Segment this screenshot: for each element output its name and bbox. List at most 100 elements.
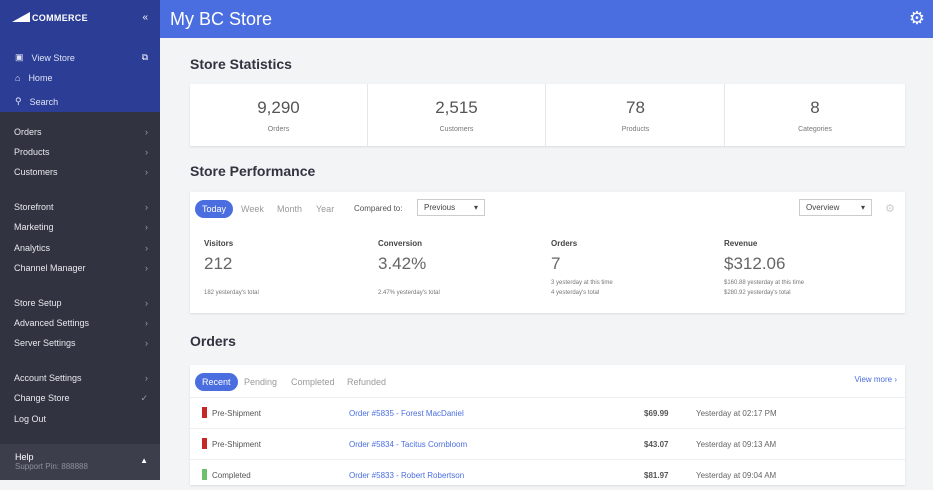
tab-year[interactable]: Year xyxy=(316,204,335,214)
tab-refunded[interactable]: Refunded xyxy=(347,377,387,387)
chevron-right-icon: › xyxy=(145,222,148,232)
tab-today[interactable]: Today xyxy=(195,200,234,218)
check-icon: ✓ xyxy=(140,393,148,403)
collapse-sidebar-icon[interactable]: « xyxy=(142,12,148,23)
chevron-right-icon: › xyxy=(145,202,148,212)
order-status: Pre-Shipment xyxy=(212,440,261,449)
stat-orders: 9,290 Orders xyxy=(190,84,368,146)
sidebar-item-server-settings[interactable]: Server Settings › xyxy=(14,338,148,348)
stat-customers: 2,515 Customers xyxy=(368,84,546,146)
order-amount: $43.07 xyxy=(644,440,669,449)
stat-label: Products xyxy=(621,126,650,133)
metric-value: $312.06 xyxy=(724,254,786,273)
metric-label: Orders xyxy=(551,239,578,248)
sidebar-item-account-settings[interactable]: Account Settings › xyxy=(14,373,148,383)
view-select[interactable]: Overview ▾ xyxy=(799,199,872,216)
store-statistics-card: 9,290 Orders 2,515 Customers 78 Products 8 C… xyxy=(190,84,905,146)
sidebar-item-log-out[interactable]: Log Out xyxy=(14,414,148,424)
compared-to-select[interactable]: Previous ▾ xyxy=(417,199,485,216)
store-performance-card: Today Week Month Year Compared to: Previ… xyxy=(190,192,905,313)
sidebar-top: COMMERCE « ▣ View Store ⧉ ⌂ Home ⚲ Search xyxy=(0,0,160,112)
sidebar-item-products[interactable]: Products › xyxy=(14,147,148,157)
nav-label: Orders xyxy=(14,127,42,137)
home-link[interactable]: ⌂ Home xyxy=(15,73,52,83)
chevron-right-icon: › xyxy=(145,373,148,383)
nav-label: Storefront xyxy=(14,202,54,212)
chevron-right-icon: › xyxy=(145,147,148,157)
stat-label: Customers xyxy=(439,126,474,133)
nav-label: Advanced Settings xyxy=(14,318,90,328)
order-status: Completed xyxy=(212,471,251,480)
view-more-link[interactable]: View more › xyxy=(854,375,897,384)
sidebar-item-advanced-settings[interactable]: Advanced Settings › xyxy=(14,318,148,328)
order-amount: $81.97 xyxy=(644,471,669,480)
view-store-link[interactable]: ▣ View Store xyxy=(15,52,75,63)
chevron-right-icon: › xyxy=(145,167,148,177)
help-section[interactable]: Help Support Pin: 888888 ▲ xyxy=(0,444,160,480)
metric-conversion: Conversion 3.42% 2.47% yesterday's total xyxy=(378,239,440,298)
metric-label: Conversion xyxy=(378,239,423,248)
sidebar-item-channel-manager[interactable]: Channel Manager › xyxy=(14,263,148,273)
tab-pending[interactable]: Pending xyxy=(244,377,278,387)
order-link[interactable]: Order #5834 - Tacitus Cornbloom xyxy=(349,440,468,449)
order-link[interactable]: Order #5835 - Forest MacDaniel xyxy=(349,409,464,418)
metric-sub: 3 yesterday at this time xyxy=(551,280,613,286)
order-date: Yesterday at 02:17 PM xyxy=(696,409,777,418)
settings-gear-icon[interactable]: ⚙ xyxy=(885,203,895,215)
orders-heading: Orders xyxy=(190,333,236,349)
search-link[interactable]: ⚲ Search xyxy=(15,96,58,107)
table-row: Pre-Shipment Order #5835 - Forest MacDan… xyxy=(190,397,905,428)
table-row: Pre-Shipment Order #5834 - Tacitus Cornb… xyxy=(190,428,905,459)
stat-label: Orders xyxy=(267,126,290,133)
tab-completed[interactable]: Completed xyxy=(291,377,335,387)
sidebar-item-store-setup[interactable]: Store Setup › xyxy=(14,298,148,308)
header: My BC Store ⚙ xyxy=(160,0,933,38)
chevron-right-icon: › xyxy=(145,318,148,328)
stat-products: 78 Products xyxy=(547,84,725,146)
bigcommerce-logo[interactable]: COMMERCE xyxy=(12,12,88,23)
table-row: Completed Order #5833 - Robert Robertson… xyxy=(190,459,905,490)
sidebar-item-storefront[interactable]: Storefront › xyxy=(14,202,148,212)
home-icon: ⌂ xyxy=(15,73,21,83)
stat-value: 8 xyxy=(810,98,820,117)
nav-label: Customers xyxy=(14,167,58,177)
metric-label: Revenue xyxy=(724,239,758,248)
tab-recent[interactable]: Recent xyxy=(195,373,238,391)
store-statistics-heading: Store Statistics xyxy=(190,56,292,72)
order-date: Yesterday at 09:13 AM xyxy=(696,440,777,449)
stat-categories: 8 Categories xyxy=(726,84,904,146)
home-label: Home xyxy=(28,73,53,83)
chevron-right-icon: › xyxy=(145,263,148,273)
metric-label: Visitors xyxy=(204,239,234,248)
nav-label: Marketing xyxy=(14,222,54,232)
store-title: My BC Store xyxy=(170,9,273,29)
stat-value: 2,515 xyxy=(435,98,478,117)
order-link[interactable]: Order #5833 - Robert Robertson xyxy=(349,471,465,480)
metric-value: 3.42% xyxy=(378,254,427,273)
metric-sub: 182 yesterday's total xyxy=(204,290,259,296)
chevron-right-icon: › xyxy=(145,127,148,137)
order-amount: $69.99 xyxy=(644,409,669,418)
order-status: Pre-Shipment xyxy=(212,409,261,418)
gear-icon[interactable]: ⚙ xyxy=(908,8,925,28)
nav-label: Server Settings xyxy=(14,338,76,348)
sidebar-item-analytics[interactable]: Analytics › xyxy=(14,243,148,253)
external-link-icon[interactable]: ⧉ xyxy=(141,52,148,62)
search-label: Search xyxy=(29,96,59,107)
view-store-label: View Store xyxy=(31,52,75,63)
orders-card: Recent Pending Completed Refunded View m… xyxy=(190,365,905,485)
sidebar-item-change-store[interactable]: Change Store ✓ xyxy=(14,393,148,404)
sidebar-item-customers[interactable]: Customers › xyxy=(14,167,148,177)
compared-to-label: Compared to: xyxy=(354,204,403,213)
metric-value: 212 xyxy=(204,254,233,273)
tab-month[interactable]: Month xyxy=(277,204,303,214)
metric-orders: Orders 7 3 yesterday at this time 4 yesterd… xyxy=(551,239,613,298)
caret-down-icon: ▾ xyxy=(860,203,865,212)
metric-value: 7 xyxy=(551,254,561,273)
search-icon: ⚲ xyxy=(15,96,22,106)
sidebar-item-marketing[interactable]: Marketing › xyxy=(14,222,148,232)
stat-value: 9,290 xyxy=(257,98,300,117)
metric-sub: 2.47% yesterday's total xyxy=(378,290,440,296)
tab-week[interactable]: Week xyxy=(241,204,264,214)
sidebar-item-orders[interactable]: Orders › xyxy=(14,127,148,137)
